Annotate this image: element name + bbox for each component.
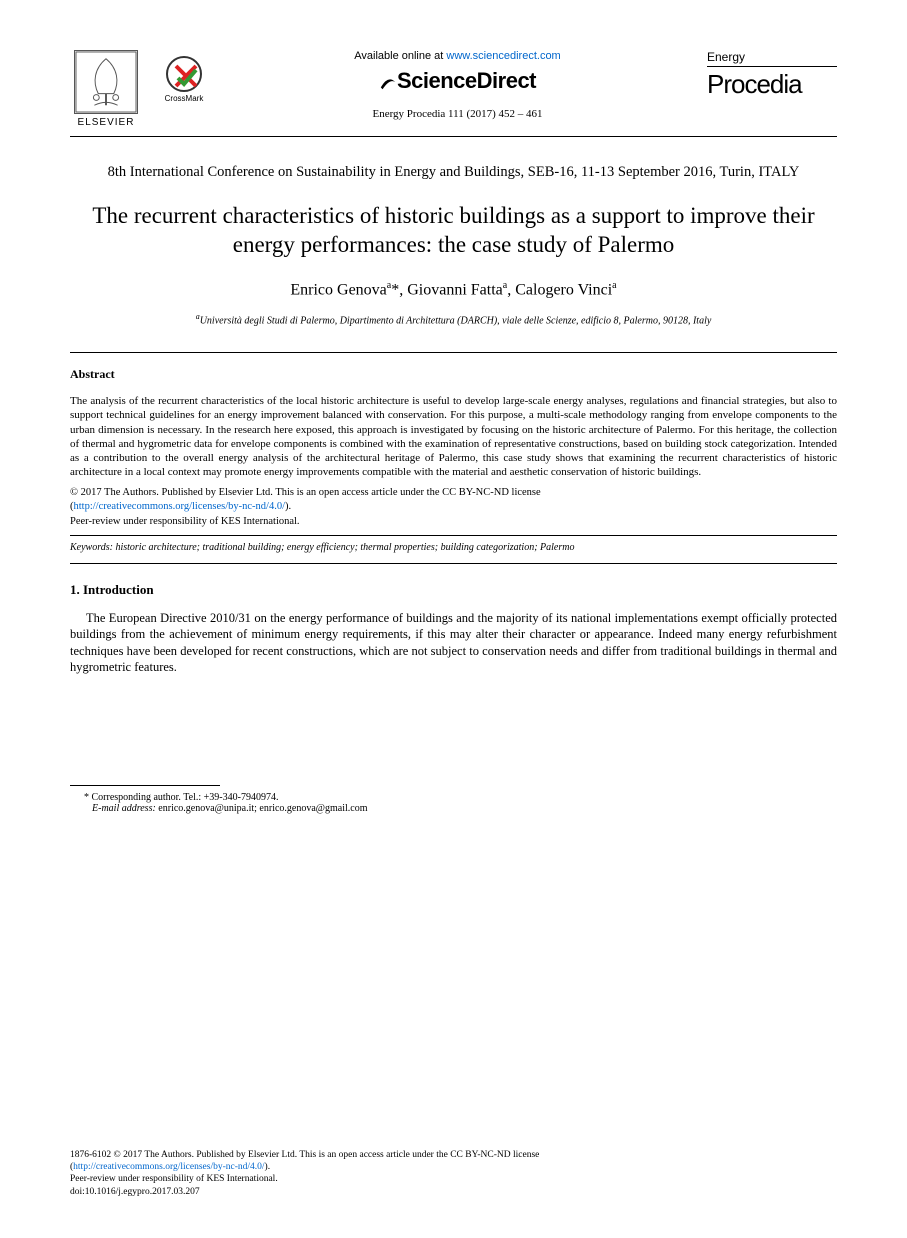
author-3-affil: a bbox=[612, 280, 616, 291]
author-1: Enrico Genova bbox=[290, 282, 386, 299]
header-center: Available online at www.sciencedirect.co… bbox=[208, 50, 707, 120]
keywords-text: historic architecture; traditional build… bbox=[113, 542, 575, 553]
section-1-p1: The European Directive 2010/31 on the en… bbox=[70, 610, 837, 675]
keywords-label: Keywords: bbox=[70, 542, 113, 553]
authors-line: Enrico Genovaa*, Giovanni Fattaa, Caloge… bbox=[70, 280, 837, 299]
header-rule bbox=[70, 136, 837, 137]
elsevier-tree-icon bbox=[74, 50, 138, 114]
keywords-top-rule bbox=[70, 535, 837, 536]
author-2-affil: a bbox=[503, 280, 507, 291]
copyright-block: © 2017 The Authors. Published by Elsevie… bbox=[70, 486, 837, 514]
sciencedirect-wordmark: ScienceDirect bbox=[218, 68, 697, 94]
journal-citation: Energy Procedia 111 (2017) 452 – 461 bbox=[218, 108, 697, 120]
peer-review-line: Peer-review under responsibility of KES … bbox=[70, 516, 837, 527]
journal-brand-main: Procedia bbox=[707, 69, 837, 100]
abstract-top-rule bbox=[70, 352, 837, 353]
sciencedirect-url-link[interactable]: www.sciencedirect.com bbox=[446, 50, 560, 62]
elsevier-logo: ELSEVIER bbox=[70, 50, 142, 128]
crossmark-label: CrossMark bbox=[165, 94, 204, 103]
sciencedirect-swoosh-icon bbox=[379, 73, 397, 91]
footer-license-link[interactable]: http://creativecommons.org/licenses/by-n… bbox=[73, 1162, 264, 1172]
sciencedirect-text: ScienceDirect bbox=[397, 68, 536, 93]
corresponding-author-rule bbox=[70, 785, 220, 786]
article-title: The recurrent characteristics of histori… bbox=[80, 201, 827, 261]
abstract-text: The analysis of the recurrent characteri… bbox=[70, 394, 837, 480]
abstract-heading: Abstract bbox=[70, 367, 837, 382]
license-link[interactable]: http://creativecommons.org/licenses/by-n… bbox=[74, 501, 286, 512]
footer-copyright: 1876-6102 © 2017 The Authors. Published … bbox=[70, 1150, 539, 1160]
footer-doi: doi:10.1016/j.egypro.2017.03.207 bbox=[70, 1187, 200, 1197]
email-addresses: enrico.genova@unipa.it; enrico.genova@gm… bbox=[156, 803, 368, 814]
elsevier-label: ELSEVIER bbox=[78, 117, 135, 128]
corresponding-author-line1: * Corresponding author. Tel.: +39-340-79… bbox=[70, 792, 837, 803]
corresponding-author-email: E-mail address: enrico.genova@unipa.it; … bbox=[70, 803, 837, 814]
author-3: Calogero Vinci bbox=[515, 282, 612, 299]
page-header: ELSEVIER CrossMark Available online at w… bbox=[70, 50, 837, 128]
author-2: Giovanni Fatta bbox=[407, 282, 503, 299]
journal-brand: Energy Procedia bbox=[707, 50, 837, 100]
conference-info: 8th International Conference on Sustaina… bbox=[70, 163, 837, 183]
journal-brand-top: Energy bbox=[707, 50, 837, 67]
copyright-line1: © 2017 The Authors. Published by Elsevie… bbox=[70, 487, 541, 498]
email-label: E-mail address: bbox=[92, 803, 156, 814]
footer-peer-review: Peer-review under responsibility of KES … bbox=[70, 1174, 278, 1184]
page-footer: 1876-6102 © 2017 The Authors. Published … bbox=[70, 1149, 837, 1198]
author-1-corr-mark: * bbox=[391, 282, 399, 299]
section-1-heading: 1. Introduction bbox=[70, 582, 837, 598]
crossmark-icon bbox=[166, 56, 202, 92]
keywords-bottom-rule bbox=[70, 563, 837, 564]
available-prefix: Available online at bbox=[354, 50, 446, 62]
affiliation-text: Università degli Studi di Palermo, Dipar… bbox=[200, 315, 712, 326]
crossmark-badge[interactable]: CrossMark bbox=[160, 56, 208, 103]
keywords-line: Keywords: historic architecture; traditi… bbox=[70, 542, 837, 553]
available-online: Available online at www.sciencedirect.co… bbox=[218, 50, 697, 62]
header-left: ELSEVIER CrossMark bbox=[70, 50, 208, 128]
affiliation-line: aUniversità degli Studi di Palermo, Dipa… bbox=[70, 312, 837, 326]
